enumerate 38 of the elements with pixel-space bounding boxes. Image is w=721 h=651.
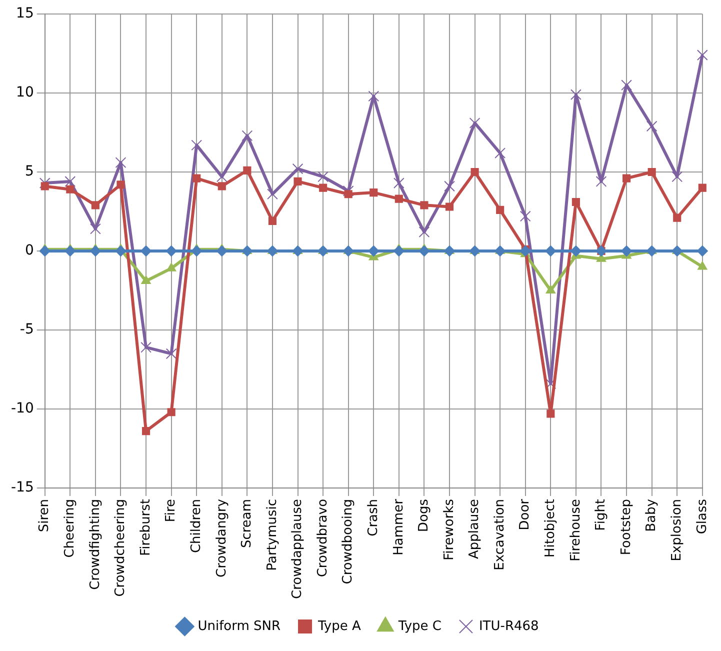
y-tick-label: 15 [16,6,34,22]
x-tick-label: Baby [644,498,660,532]
x-tick-label: Scream [240,498,255,548]
x-tick-label: Crowdcheering [113,498,128,597]
x-tick-label: Door [518,498,533,530]
x-tick-label: Hammer [391,498,406,556]
y-tick-label: -15 [10,480,34,496]
x-tick-label: Explosion [669,498,684,562]
x-tick-label: Fireburst [138,498,154,556]
x-tick-label: Crowdbravo [315,498,330,578]
legend-label: ITU-R468 [478,618,539,634]
y-tick-label: 5 [24,164,34,180]
x-tick-label: Hitobject [543,498,558,558]
x-tick-label: Fight [594,498,609,531]
x-tick-label: Children [188,498,204,554]
x-tick-label: Firehouse [568,498,584,562]
x-tick-label: Fireworks [442,498,457,560]
x-tick-label: Siren [37,498,52,532]
x-tick-label: Crowdapplause [290,498,306,600]
x-tick-label: Partymusic [264,498,280,571]
x-tick-label: Crowdbooing [340,498,356,584]
y-tick-label: -5 [20,322,34,338]
x-tick-label: Crowdangry [214,498,230,578]
y-tick-label: 0 [24,242,34,259]
y-tick-label: -10 [10,400,34,417]
x-tick-label: Crash [366,498,382,536]
legend-label: Type A [317,618,362,634]
x-tick-label: Glass [694,498,710,534]
x-tick-label: Footstep [618,498,634,556]
x-tick-label: Crowdfighting [88,498,103,590]
legend-label: Type C [397,618,442,634]
x-tick-label: Applause [467,498,482,559]
x-tick-label: Cheering [62,498,78,558]
x-tick-label: Excavation [492,498,508,570]
y-tick-label: 10 [16,84,34,101]
x-tick-label: Fire [164,498,179,522]
legend-label: Uniform SNR [198,618,281,634]
x-tick-label: Dogs [416,498,432,532]
